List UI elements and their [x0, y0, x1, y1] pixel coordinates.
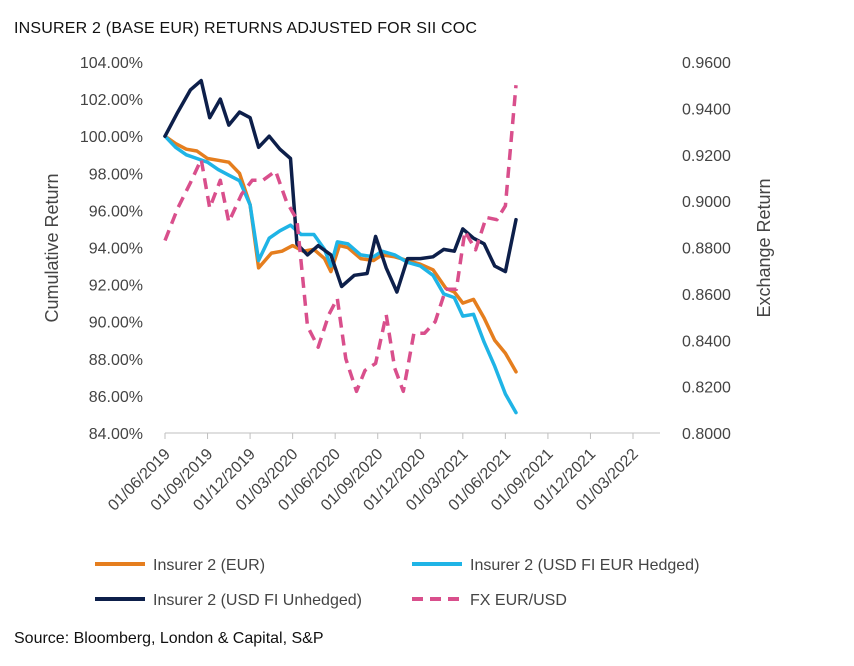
left-tick-label: 92.00% — [89, 278, 143, 295]
series-line — [163, 134, 518, 415]
left-tick-label: 98.00% — [89, 166, 143, 183]
left-tick-label: 84.00% — [89, 426, 143, 443]
legend-label: Insurer 2 (USD FI Unhedged) — [153, 592, 362, 609]
right-tick-label: 0.9600 — [682, 55, 731, 72]
series-line — [163, 134, 518, 374]
right-axis-title: Exchange Return — [754, 178, 774, 317]
series-line — [163, 85, 518, 394]
right-tick-label: 0.9400 — [682, 101, 731, 118]
right-tick-label: 0.9200 — [682, 148, 731, 165]
legend-label: FX EUR/USD — [470, 592, 567, 609]
chart-title: INSURER 2 (BASE EUR) RETURNS ADJUSTED FO… — [14, 20, 478, 37]
legend-label: Insurer 2 (EUR) — [153, 557, 265, 574]
right-tick-label: 0.9000 — [682, 194, 731, 211]
left-axis: 84.00% 86.00% 88.00% 90.00% 92.00% 94.00% 96.0… — [80, 55, 143, 443]
x-axis: 01/06/201901/09/201901/12/201901/03/2020… — [105, 432, 660, 514]
legend: Insurer 2 (EUR) Insurer 2 (USD FI EUR Hed… — [95, 557, 699, 609]
left-tick-label: 100.00% — [80, 129, 143, 146]
right-tick-label: 0.8800 — [682, 241, 731, 258]
left-axis-title: Cumulative Return — [42, 173, 62, 322]
left-tick-label: 102.00% — [80, 92, 143, 109]
left-tick-label: 96.00% — [89, 203, 143, 220]
left-tick-label: 86.00% — [89, 389, 143, 406]
left-tick-label: 94.00% — [89, 241, 143, 258]
series-line — [163, 78, 518, 294]
left-tick-label: 88.00% — [89, 352, 143, 369]
right-axis: 0.8000 0.8200 0.8400 0.8600 0.8800 0.9000 0.92… — [682, 55, 731, 443]
right-tick-label: 0.8200 — [682, 380, 731, 397]
left-tick-label: 90.00% — [89, 315, 143, 332]
right-tick-label: 0.8600 — [682, 287, 731, 304]
right-tick-label: 0.8000 — [682, 426, 731, 443]
left-tick-label: 104.00% — [80, 55, 143, 72]
right-tick-label: 0.8400 — [682, 333, 731, 350]
legend-label: Insurer 2 (USD FI EUR Hedged) — [470, 557, 699, 574]
series-lines — [163, 78, 518, 415]
source-note: Source: Bloomberg, London & Capital, S&P — [14, 630, 324, 647]
